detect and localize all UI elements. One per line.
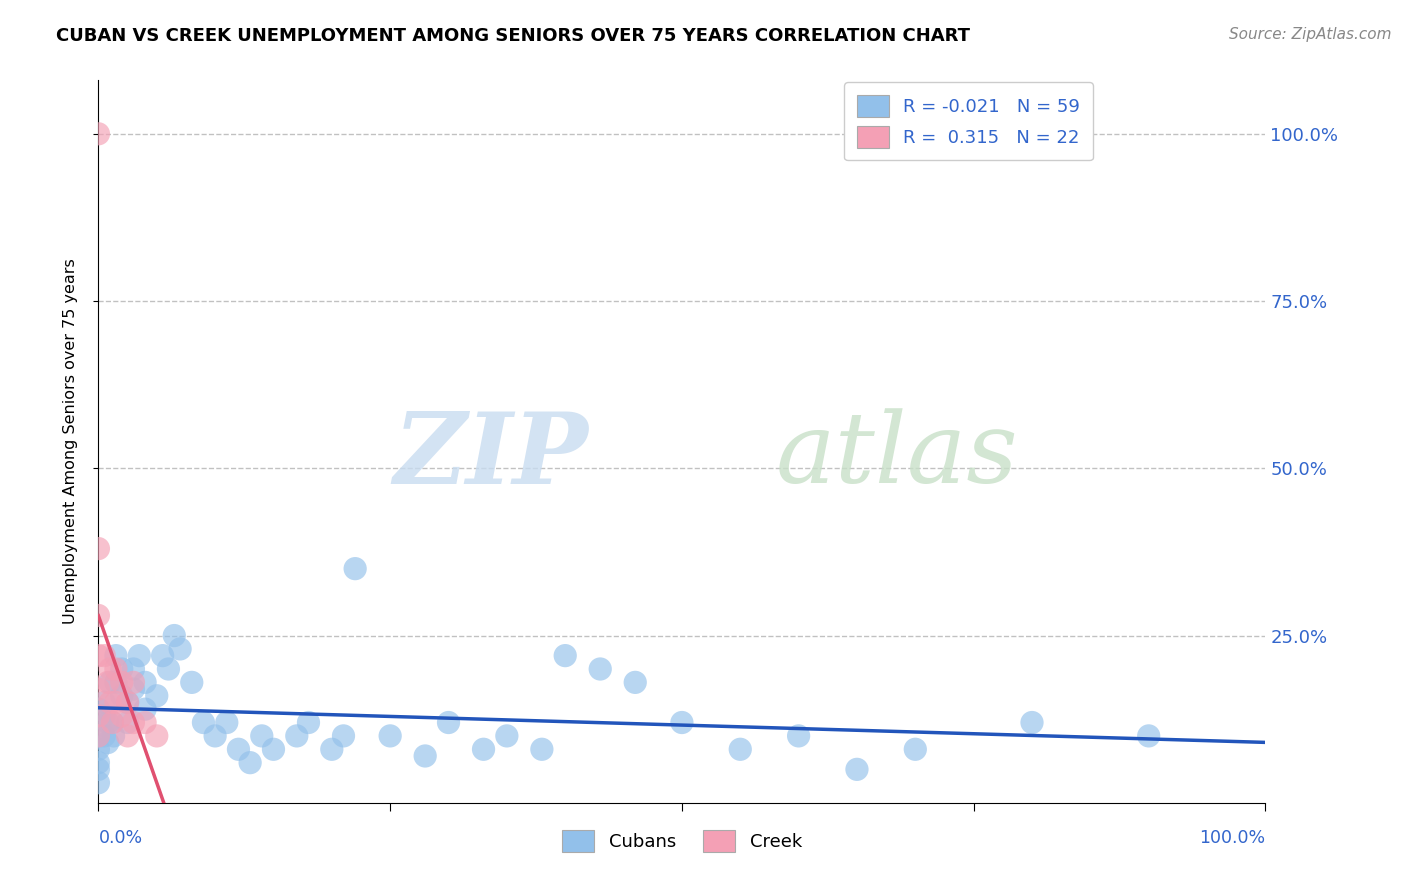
Point: [344, 562, 367, 576]
Point: [117, 696, 139, 710]
Point: [93, 648, 115, 663]
Point: [98, 662, 121, 676]
Point: [530, 742, 553, 756]
Text: 0.0%: 0.0%: [98, 829, 142, 847]
Y-axis label: Unemployment Among Seniors over 75 years: Unemployment Among Seniors over 75 years: [63, 259, 77, 624]
Point: [111, 662, 134, 676]
Point: [787, 729, 810, 743]
Point: [146, 729, 169, 743]
Text: Source: ZipAtlas.com: Source: ZipAtlas.com: [1229, 27, 1392, 42]
Point: [87, 742, 110, 756]
Point: [87, 762, 110, 776]
Point: [554, 648, 576, 663]
Point: [101, 715, 124, 730]
Point: [104, 648, 127, 663]
Point: [163, 628, 186, 642]
Point: [204, 729, 226, 743]
Point: [111, 689, 134, 703]
Point: [93, 708, 115, 723]
Point: [97, 675, 120, 690]
Point: [250, 729, 273, 743]
Text: atlas: atlas: [775, 409, 1018, 504]
Point: [104, 675, 127, 690]
Point: [101, 715, 124, 730]
Point: [87, 729, 110, 743]
Point: [671, 715, 693, 730]
Point: [1137, 729, 1160, 743]
Point: [122, 662, 145, 676]
Point: [624, 675, 647, 690]
Point: [97, 715, 120, 730]
Point: [117, 729, 139, 743]
Point: [134, 715, 156, 730]
Point: [297, 715, 319, 730]
Point: [87, 127, 110, 141]
Point: [117, 715, 139, 730]
Point: [262, 742, 284, 756]
Point: [111, 675, 134, 690]
Point: [128, 648, 150, 663]
Point: [380, 729, 402, 743]
Point: [93, 729, 115, 743]
Point: [104, 662, 127, 676]
Point: [97, 735, 120, 749]
Point: [146, 689, 169, 703]
Point: [87, 729, 110, 743]
Point: [87, 541, 110, 556]
Point: [93, 696, 115, 710]
Point: [332, 729, 354, 743]
Point: [87, 776, 110, 790]
Point: [152, 648, 174, 663]
Point: [904, 742, 927, 756]
Text: CUBAN VS CREEK UNEMPLOYMENT AMONG SENIORS OVER 75 YEARS CORRELATION CHART: CUBAN VS CREEK UNEMPLOYMENT AMONG SENIOR…: [56, 27, 970, 45]
Point: [437, 715, 460, 730]
Point: [472, 742, 495, 756]
Point: [496, 729, 519, 743]
Point: [122, 715, 145, 730]
Point: [98, 696, 121, 710]
Point: [589, 662, 612, 676]
Point: [111, 708, 134, 723]
Point: [122, 681, 145, 696]
Point: [157, 662, 180, 676]
Point: [193, 715, 215, 730]
Point: [117, 696, 139, 710]
Point: [321, 742, 343, 756]
Point: [215, 715, 238, 730]
Point: [98, 675, 121, 690]
Point: [413, 749, 436, 764]
Point: [180, 675, 202, 690]
Text: 100.0%: 100.0%: [1199, 829, 1265, 847]
Point: [87, 648, 110, 663]
Point: [239, 756, 262, 770]
Legend: Cubans, Creek: Cubans, Creek: [554, 822, 810, 859]
Point: [846, 762, 869, 776]
Point: [87, 756, 110, 770]
Point: [103, 729, 125, 743]
Point: [730, 742, 752, 756]
Text: ZIP: ZIP: [394, 408, 589, 504]
Point: [134, 675, 156, 690]
Point: [285, 729, 308, 743]
Point: [104, 696, 127, 710]
Point: [87, 608, 110, 623]
Point: [134, 702, 156, 716]
Point: [87, 702, 110, 716]
Point: [87, 708, 110, 723]
Point: [87, 681, 110, 696]
Point: [1021, 715, 1043, 730]
Point: [169, 642, 191, 657]
Point: [228, 742, 250, 756]
Point: [122, 675, 145, 690]
